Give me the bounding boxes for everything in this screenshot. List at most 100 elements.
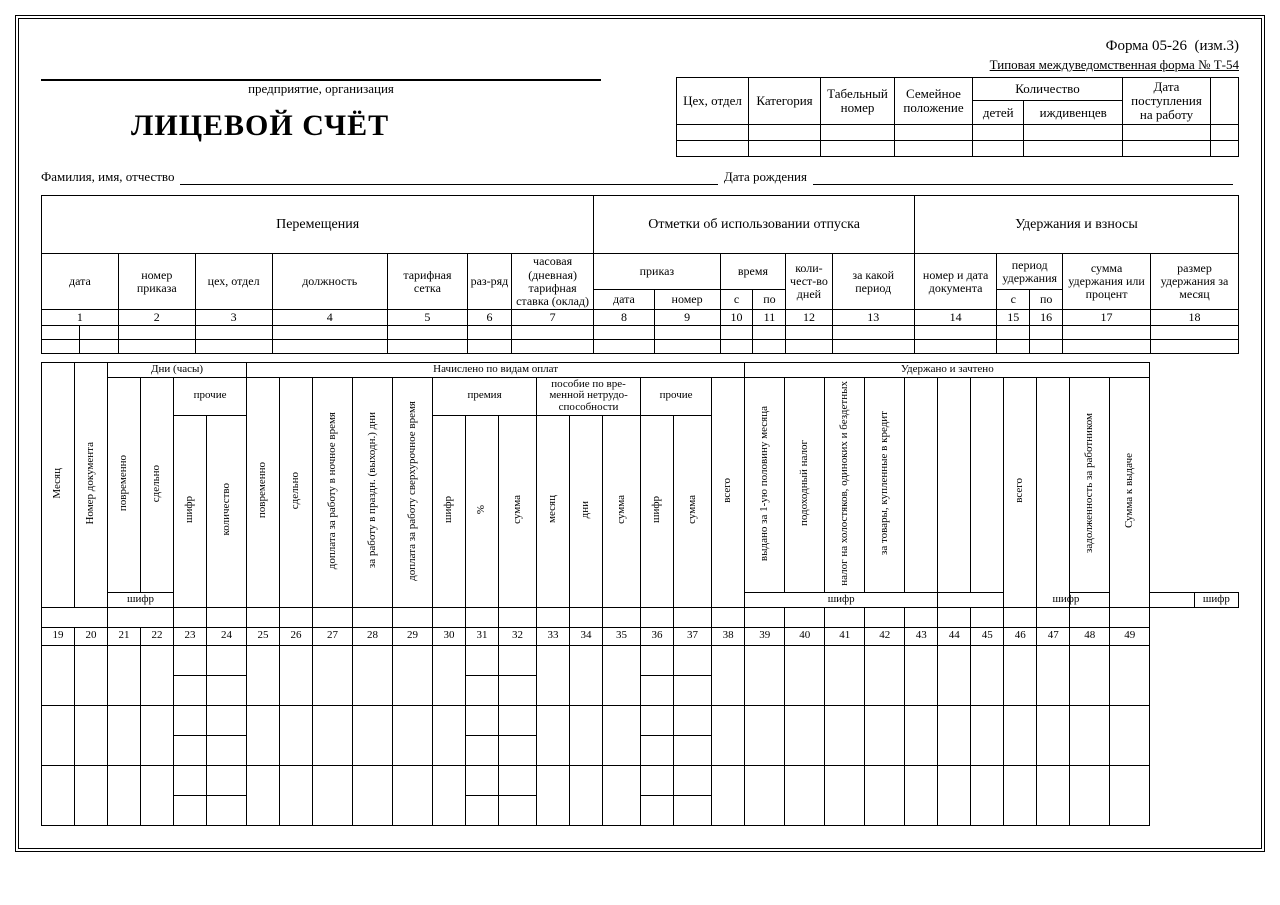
b-bonus: премия (433, 377, 537, 415)
b-bonus-sum: сумма (499, 415, 537, 607)
b-overtime: доплата за работу сверхурочное время (393, 377, 433, 607)
b-code1: шифр (174, 415, 207, 607)
b-month: Месяц (42, 363, 75, 607)
b-code-r4: шифр (1194, 593, 1238, 608)
col-docno: номер и дата документа (914, 254, 996, 310)
b-advance: выдано за 1-ую половину месяца (745, 377, 785, 592)
b-sick-d: дни (570, 415, 603, 607)
col-to: по (753, 290, 786, 310)
sec-moves: Перемещения (42, 196, 594, 254)
b-other1: прочие (174, 377, 247, 415)
n8: 8 (594, 310, 654, 326)
meta-tabno: Табельный номер (821, 77, 895, 125)
col-position: должность (272, 254, 387, 310)
col-from: с (720, 290, 753, 310)
b-other-sum: сумма (674, 415, 712, 607)
n10: 10 (720, 310, 753, 326)
b-code-r3: шифр (938, 593, 1194, 608)
meta-family: Семейное положение (895, 77, 973, 125)
b-docno: Номер документа (75, 363, 108, 607)
master-table: Перемещения Отметки об использовании отп… (41, 195, 1239, 354)
n5: 5 (387, 310, 467, 326)
b-bonus-pct: % (466, 415, 499, 607)
n13: 13 (832, 310, 914, 326)
b-code-r2: шифр (745, 593, 938, 608)
meta-children: детей (973, 101, 1024, 125)
col-dept: цех, отдел (195, 254, 272, 310)
n9: 9 (654, 310, 720, 326)
col-order: приказ (594, 254, 720, 290)
col-tariff: тарифная сетка (387, 254, 467, 310)
n11: 11 (753, 310, 786, 326)
b-piece1: сдельно (141, 377, 174, 592)
b-other2: прочие (641, 377, 712, 415)
b-bonus-code: шифр (433, 415, 466, 607)
b-qty1: количество (207, 415, 247, 607)
form-number-block: Форма 05-26 (изм.3) Типовая междуведомст… (41, 37, 1239, 75)
b-total2: всего (1004, 377, 1037, 607)
n14: 14 (914, 310, 996, 326)
col-to2: по (1030, 290, 1063, 310)
col-dedamount: сумма удержания или процент (1063, 254, 1151, 310)
sec-vacation: Отметки об использовании отпуска (594, 196, 915, 254)
b-sick-s: сумма (603, 415, 641, 607)
col-period: за какой период (832, 254, 914, 310)
b-accrued-head: Начислено по видам оплат (247, 363, 745, 378)
n18: 18 (1150, 310, 1238, 326)
fio-label: Фамилия, имя, отчество (41, 169, 174, 185)
b-time2: повременно (247, 377, 280, 607)
b-payout: Сумма к выдаче (1110, 377, 1150, 607)
meta-category: Категория (749, 77, 821, 125)
meta-qty: Количество (973, 77, 1123, 101)
b-total1: всего (712, 377, 745, 607)
b-credit: за товары, купленные в кредит (865, 377, 905, 592)
meta-start: Дата поступления на работу (1123, 77, 1211, 125)
col-grade: раз-ряд (467, 254, 511, 310)
col-rate: часовая (дневная) тарифная ставка (оклад… (511, 254, 593, 310)
org-block: предприятие, организация ЛИЦЕВОЙ СЧЁТ (41, 77, 656, 143)
form-standard: Типовая междуведомственная форма № Т-54 (990, 57, 1239, 72)
col-dedmonth: размер удержания за месяц (1150, 254, 1238, 310)
col-days: коли-чест-во дней (786, 254, 832, 310)
meta-dependents: иждивенцев (1024, 101, 1123, 125)
col-order-date: дата (594, 290, 654, 310)
sec-deductions: Удержания и взносы (914, 196, 1238, 254)
n3: 3 (195, 310, 272, 326)
meta-table: Цех, отдел Категория Табельный номер Сем… (676, 77, 1239, 158)
b-night: доплата за работу в ночное время (313, 377, 353, 607)
b-singletax: налог на холостяков, одиноких и бездетны… (825, 377, 865, 592)
b-withheld-head: Удержано и зачтено (745, 363, 1150, 378)
b-days-head: Дни (часы) (108, 363, 247, 378)
n2: 2 (118, 310, 195, 326)
n16: 16 (1030, 310, 1063, 326)
b-piece2: сдельно (280, 377, 313, 607)
dob-label: Дата рождения (724, 169, 807, 185)
n7: 7 (511, 310, 593, 326)
bottom-table: Месяц Номер документа Дни (часы) Начисле… (41, 362, 1239, 825)
meta-dept: Цех, отдел (677, 77, 749, 125)
b-code-r1: шифр (108, 593, 174, 608)
col-order-num: номер (654, 290, 720, 310)
col-date: дата (42, 254, 119, 310)
n1: 1 (42, 310, 119, 326)
col-orderno: номер приказа (118, 254, 195, 310)
col-from2: с (997, 290, 1030, 310)
form-edition: (изм.3) (1195, 38, 1239, 54)
n4: 4 (272, 310, 387, 326)
b-debt: задолженность за работником (1070, 377, 1110, 592)
b-other-code: шифр (641, 415, 674, 607)
b-inctax: подоходный налог (785, 377, 825, 592)
col-dedperiod: период удержания (997, 254, 1063, 290)
n6: 6 (467, 310, 511, 326)
n15: 15 (997, 310, 1030, 326)
page-title: ЛИЦЕВОЙ СЧЁТ (131, 109, 656, 143)
name-row: Фамилия, имя, отчество Дата рождения (41, 169, 1239, 185)
b-sick: пособие по вре-менной нетрудо-способност… (537, 377, 641, 415)
org-caption: предприятие, организация (41, 81, 601, 97)
n17: 17 (1063, 310, 1151, 326)
b-sick-m: месяц (537, 415, 570, 607)
col-time: время (720, 254, 786, 290)
b-holidays: за работу в праздн. (выходн.) дни (353, 377, 393, 607)
b-time1: повременно (108, 377, 141, 592)
form-number: Форма 05-26 (1106, 38, 1187, 54)
